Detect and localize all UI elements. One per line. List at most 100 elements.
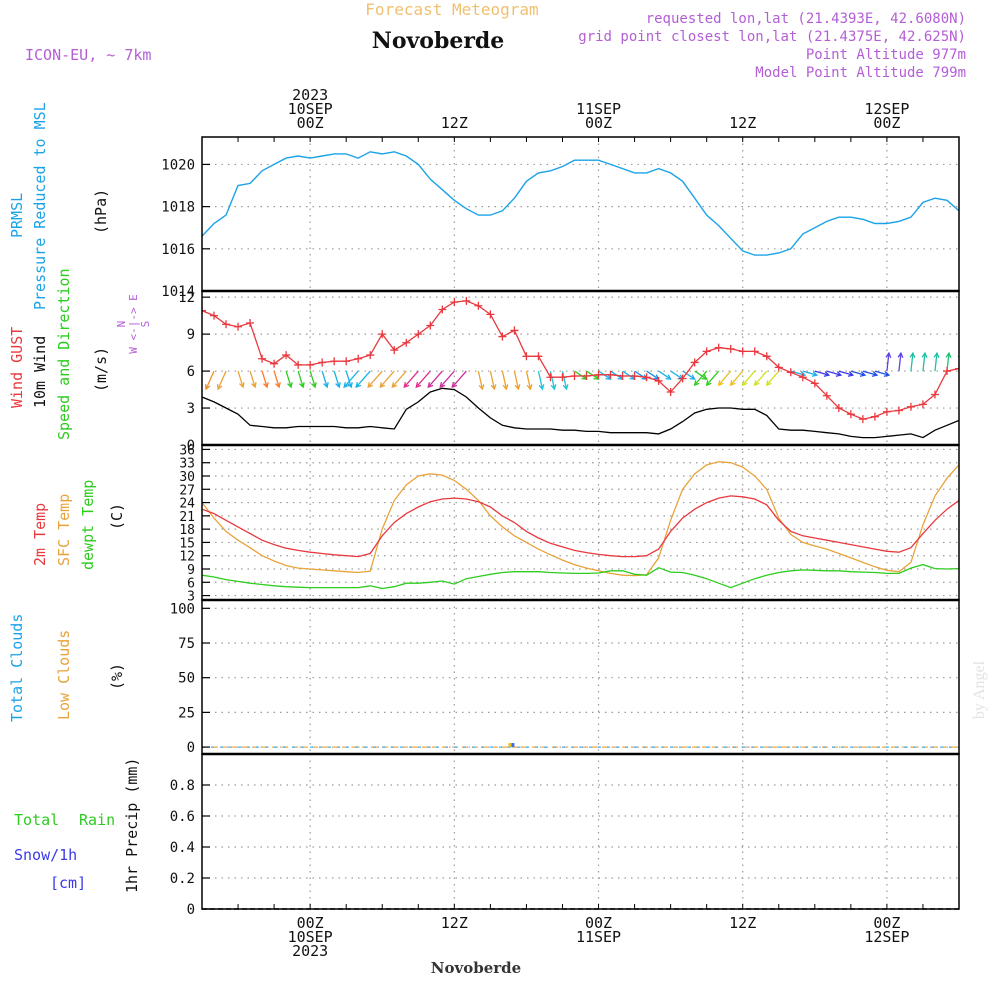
wind-arrow-head xyxy=(391,382,398,389)
wind-arrow-shaft xyxy=(754,370,768,386)
wind-arrow-head xyxy=(729,380,736,387)
bottom-time-label: 00Z xyxy=(585,914,612,932)
wind-arrow-shaft xyxy=(451,370,467,388)
precip-tick-label: 0.2 xyxy=(170,871,195,887)
wind-arrow xyxy=(897,351,904,372)
wind-arrow-head xyxy=(701,374,708,380)
gust-marker xyxy=(594,370,603,379)
gust-marker xyxy=(930,390,939,399)
wind-arrow xyxy=(427,370,443,389)
wind-arrow xyxy=(705,370,720,387)
temp-unit: (C) xyxy=(108,503,126,530)
wind-arrow-head xyxy=(343,382,350,389)
gust-marker xyxy=(270,359,279,368)
wind-arrow xyxy=(367,370,383,389)
wind-arrow-shaft xyxy=(501,370,508,390)
precip-labels: Total Rain Snow/1h [cm] 1hr Precip (mm) xyxy=(14,758,141,893)
gust-marker xyxy=(714,343,723,352)
rain-label: Rain xyxy=(79,811,115,829)
wind-arrow-shaft xyxy=(682,370,695,380)
wind-arrow-shaft xyxy=(415,370,431,388)
snow-label: Snow/1h xyxy=(14,846,77,864)
gust-marker xyxy=(955,364,959,373)
wind-arrow xyxy=(909,351,916,372)
gust-marker xyxy=(474,301,483,310)
wind-arrow-shaft xyxy=(333,370,340,388)
pressure-labels: PRMSL Pressure Reduced to MSL (hPa) xyxy=(8,102,110,310)
wind-tick-label: 3 xyxy=(187,401,195,417)
gust-marker xyxy=(546,373,555,382)
wind-arrow-head xyxy=(689,374,696,380)
gust-marker xyxy=(558,373,567,382)
wind-arrow-shaft xyxy=(489,370,496,390)
wind-arrow-head xyxy=(194,384,198,389)
wind-arrow-shaft xyxy=(205,370,215,390)
wind-arrow-head xyxy=(403,382,410,389)
wind-gust-line xyxy=(202,300,959,420)
wind-arrow-shaft xyxy=(261,370,268,388)
gust-marker xyxy=(606,370,615,379)
wind-arrow-head xyxy=(909,351,916,358)
wind-arrow xyxy=(838,370,855,377)
gust-marker xyxy=(210,311,219,320)
wind-arrow-head xyxy=(823,371,831,377)
grid-layer xyxy=(202,137,959,909)
wind-arrow-head xyxy=(439,382,446,389)
gust-marker xyxy=(390,346,399,355)
bottom-time-label: 00Z xyxy=(873,914,900,932)
wind-arrow xyxy=(513,370,521,391)
wind-arrow-shaft xyxy=(670,370,683,380)
temp-tick-label: 36 xyxy=(179,443,195,458)
compass-rose: NW <-|-> ES xyxy=(115,294,152,354)
wind-arrow xyxy=(525,370,533,391)
gust-marker xyxy=(906,402,915,411)
bottom-time-label: 11SEP xyxy=(576,928,621,946)
wind-arrow xyxy=(345,370,353,389)
dewpt-temp-line xyxy=(202,563,959,590)
station-title: Novoberde xyxy=(372,28,505,54)
wind-arrow-shaft xyxy=(379,370,395,388)
gust-marker xyxy=(618,372,627,381)
wind-arrow-head xyxy=(605,374,612,380)
wind-arrow-head xyxy=(717,380,724,387)
wind-arrow-shaft xyxy=(742,370,756,386)
top-time-label: 00Z xyxy=(297,114,324,132)
wind-arrow-shaft xyxy=(838,370,854,376)
precip-tick-label: 0.4 xyxy=(170,840,195,856)
gust-marker xyxy=(366,351,375,360)
temp-tick-label: 6 xyxy=(187,576,195,591)
wind-arrow-head xyxy=(478,384,485,391)
gust-marker xyxy=(774,363,783,372)
wind-arrow-head xyxy=(811,371,819,377)
gust-marker xyxy=(414,330,423,339)
wind-arrow-head xyxy=(897,351,904,358)
wind-arrow-head xyxy=(415,382,422,389)
wind-tick-label: 0 xyxy=(187,438,195,454)
wind-arrow-head xyxy=(347,382,353,389)
wind-arrow-shaft xyxy=(321,370,328,388)
wind-arrow-head xyxy=(311,382,317,389)
wind-label: 10m Wind xyxy=(31,336,49,408)
wind-arrow xyxy=(477,370,485,391)
wind-arrow-shaft xyxy=(297,370,304,388)
wind-arrow-shaft xyxy=(766,370,780,386)
temp-frame xyxy=(201,444,960,601)
wind-arrow-head xyxy=(847,371,855,377)
gust-marker xyxy=(258,354,267,363)
wind-arrow-shaft xyxy=(922,353,926,372)
wind-arrow-shaft xyxy=(886,353,890,372)
wind-arrow-shaft xyxy=(706,370,720,386)
wind-arrow xyxy=(439,370,455,389)
point-altitude: Point Altitude 977m xyxy=(806,47,966,63)
gust-marker xyxy=(246,319,255,328)
pressure-tick-label: 1014 xyxy=(161,284,195,300)
temp-2m-line xyxy=(202,495,959,558)
temp-tick-label: 9 xyxy=(187,563,195,578)
gust-marker xyxy=(498,332,507,341)
wind-arrow xyxy=(343,370,359,389)
wind-speed-line xyxy=(202,387,959,439)
wind-arrow-head xyxy=(883,371,891,377)
wind-arrow-shaft xyxy=(622,370,635,380)
gust-marker xyxy=(330,357,339,366)
compass-line: S xyxy=(139,321,152,328)
